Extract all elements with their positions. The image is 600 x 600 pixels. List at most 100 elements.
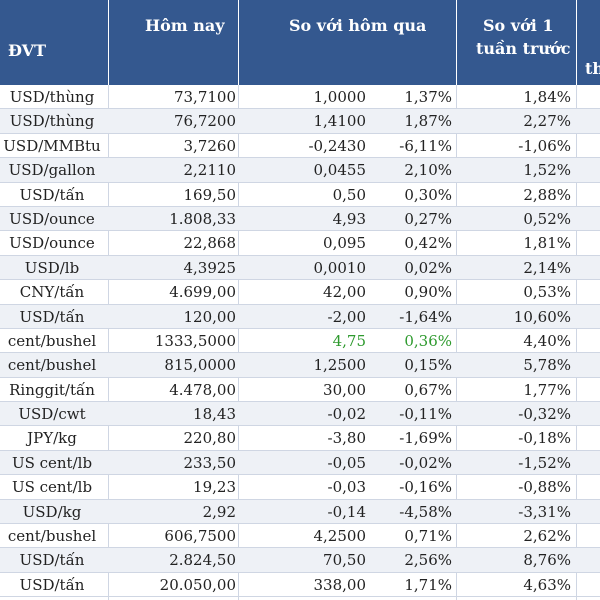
unit-cell: USD/tấn [19, 551, 85, 570]
table-row: USD/tấn 169,50 0,50 0,30% 2,88% [0, 183, 600, 207]
today-cell: 220,80 [183, 429, 237, 448]
pct-cell: 0,15% [404, 356, 452, 375]
table-row: USD/cwt 18,43 -0,02 -0,11% -0,32% [0, 402, 600, 427]
unit-cell: cent/bushel [7, 331, 97, 350]
week-cell: 8,76% [523, 551, 571, 570]
diff-cell: 42,00 [323, 283, 366, 302]
table-body: USD/thùng 73,7100 1,0000 1,37% 1,84% USD/thùn… [0, 85, 600, 598]
diff-cell: 1,4100 [313, 112, 367, 131]
diff-cell: 0,50 [332, 185, 366, 204]
unit-cell: Ringgit/tấn [9, 380, 95, 399]
diff-cell: 4,2500 [313, 527, 367, 546]
diff-cell: 4,75 [332, 331, 366, 350]
table-row: cent/bushel 1333,5000 4,75 0,36% 4,40% [0, 329, 600, 354]
table-row: US cent/lb 233,50 -0,05 -0,02% -1,52% [0, 450, 600, 476]
table-row: USD/thùng 76,7200 1,4100 1,87% 2,27% [0, 109, 600, 134]
today-cell: 18,43 [193, 405, 236, 424]
today-cell: 2,2110 [183, 161, 237, 180]
column-divider [576, 85, 577, 600]
pct-cell: 0,71% [404, 527, 452, 546]
unit-cell: cent/bushel [7, 356, 97, 375]
table-row: Ringgit/tấn 4.478,00 30,00 0,67% 1,77% [0, 378, 600, 403]
today-cell: 1.808,33 [169, 209, 236, 228]
unit-cell: USD/ounce [9, 209, 95, 228]
unit-cell: USD/kg [22, 502, 82, 521]
diff-cell: -0,05 [327, 453, 366, 472]
table-row: USD/lb 4,3925 0,0010 0,02% 2,14% [0, 255, 600, 281]
header-vs-week-line1: So với 1 [483, 16, 554, 35]
today-cell: 1333,5000 [154, 331, 236, 350]
header-divider [456, 0, 457, 85]
today-cell: 120,00 [183, 307, 237, 326]
header-divider [108, 0, 109, 85]
pct-cell: 0,02% [404, 258, 452, 277]
table-row: USD/MMBtu 3,7260 -0,2430 -6,11% -1,06% [0, 134, 600, 159]
week-cell: 1,81% [523, 234, 571, 253]
unit-cell: JPY/kg [27, 429, 77, 448]
unit-cell: USD/tấn [19, 575, 85, 594]
week-cell: 2,27% [523, 112, 571, 131]
table-row: US cent/lb 19,23 -0,03 -0,16% -0,88% [0, 475, 600, 500]
diff-cell: 338,00 [313, 575, 367, 594]
week-cell: 1,84% [523, 88, 571, 106]
table-header: ĐVT Hôm nay So với hôm qua So với 1 tuần… [0, 0, 600, 85]
table-row: USD/ounce 1.808,33 4,93 0,27% 0,52% [0, 206, 600, 232]
pct-cell: 1,37% [404, 88, 452, 106]
week-cell: 10,60% [513, 307, 571, 326]
unit-cell: USD/MMBtu [3, 136, 101, 155]
header-unit: ĐVT [8, 41, 47, 60]
unit-cell: USD/tấn [19, 307, 85, 326]
pct-cell: 0,42% [404, 234, 452, 253]
week-cell: -0,88% [518, 478, 571, 497]
pct-cell: -4,58% [399, 502, 452, 521]
unit-cell: USD/cwt [18, 405, 86, 424]
unit-cell: USD/tấn [19, 185, 85, 204]
header-vs-week-line2: tuần trước [476, 39, 571, 58]
week-cell: 1,52% [523, 161, 571, 180]
week-cell: 0,52% [523, 209, 571, 228]
table-row: CNY/tấn 4.699,00 42,00 0,90% 0,53% [0, 280, 600, 305]
table-row: USD/gallon 2,2110 0,0455 2,10% 1,52% [0, 158, 600, 183]
table-row: cent/bushel 815,0000 1,2500 0,15% 5,78% [0, 353, 600, 378]
unit-cell: US cent/lb [11, 478, 93, 497]
table-row: JPY/kg 220,80 -3,80 -1,69% -0,18% [0, 426, 600, 451]
unit-cell: US cent/lb [11, 453, 93, 472]
unit-cell: CNY/tấn [19, 283, 85, 302]
today-cell: 3,7260 [183, 136, 237, 155]
week-cell: 5,78% [523, 356, 571, 375]
today-cell: 4.699,00 [169, 283, 236, 302]
pct-cell: 0,36% [404, 331, 452, 350]
diff-cell: 70,50 [323, 551, 366, 570]
header-divider [576, 0, 577, 85]
week-cell: -1,06% [518, 136, 571, 155]
unit-cell: USD/ounce [9, 234, 95, 253]
table-row: cent/bushel 606,7500 4,2500 0,71% 2,62% [0, 524, 600, 549]
week-cell: 1,77% [523, 380, 571, 399]
today-cell: 2,92 [202, 502, 236, 521]
today-cell: 73,7100 [173, 88, 236, 106]
pct-cell: 0,30% [404, 185, 452, 204]
table-row: USD/tấn 2.824,50 70,50 2,56% 8,76% [0, 548, 600, 573]
pct-cell: 0,67% [404, 380, 452, 399]
today-cell: 233,50 [183, 453, 237, 472]
week-cell: 2,88% [523, 185, 571, 204]
week-cell: -1,52% [518, 453, 571, 472]
diff-cell: 1,0000 [313, 88, 367, 106]
table-row: USD/tấn 120,00 -2,00 -1,64% 10,60% [0, 304, 600, 329]
diff-cell: 1,2500 [313, 356, 367, 375]
header-divider [238, 0, 239, 85]
pct-cell: 2,10% [404, 161, 452, 180]
pct-cell: 1,87% [404, 112, 452, 131]
today-cell: 606,7500 [164, 527, 236, 546]
pct-cell: -0,16% [399, 478, 452, 497]
week-cell: 4,40% [523, 331, 571, 350]
today-cell: 169,50 [183, 185, 237, 204]
diff-cell: -0,14 [327, 502, 366, 521]
table-row: USD/thùng 73,7100 1,0000 1,37% 1,84% [0, 85, 600, 110]
header-vs-month-partial: th [585, 59, 600, 78]
pct-cell: -1,64% [399, 307, 452, 326]
column-divider [456, 85, 457, 600]
week-cell: 4,63% [523, 575, 571, 594]
diff-cell: 0,095 [323, 234, 366, 253]
